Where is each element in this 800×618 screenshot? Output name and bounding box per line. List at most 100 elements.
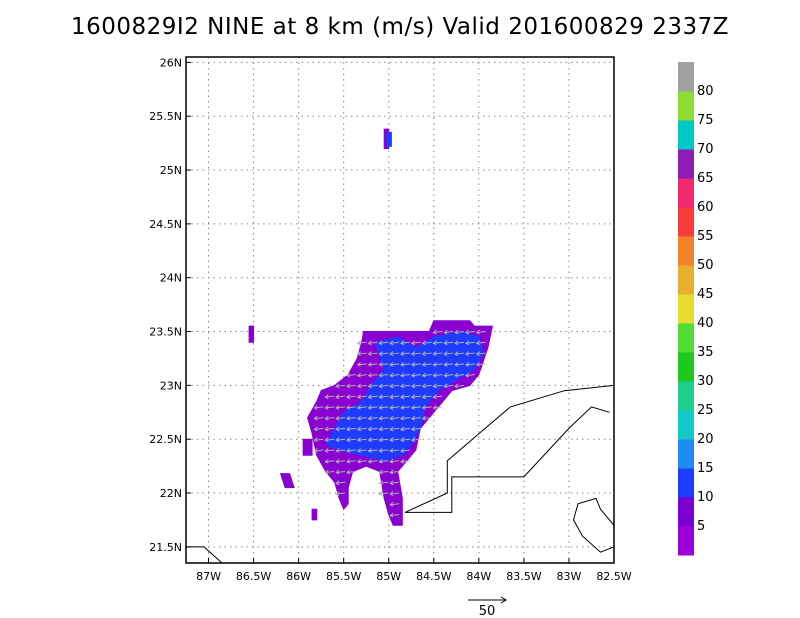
wind-vector — [368, 384, 378, 387]
coastline — [572, 497, 614, 553]
wind-vector-head — [400, 340, 405, 346]
wind-vector-head — [345, 458, 351, 464]
wind-vector — [357, 384, 367, 387]
y-tick-label: 24.5N — [149, 218, 182, 231]
wind-vector — [390, 374, 400, 377]
wind-vector — [346, 438, 356, 441]
y-tick-label: 25N — [160, 164, 182, 177]
wind-vector — [454, 363, 465, 366]
y-axis: 21.5N 22N 22.5N 23N 23.5N 24N 24.5N 25N 25.5N 26N — [149, 56, 191, 554]
wind-vector-head — [324, 458, 329, 464]
wind-vector — [368, 438, 378, 441]
wind-vector — [433, 341, 443, 344]
wind-vector-head — [356, 437, 362, 443]
wind-vector — [346, 427, 356, 430]
wind-vector-head — [432, 394, 437, 400]
wind-vector-head — [356, 351, 362, 357]
wind-vector-head — [421, 372, 426, 378]
wind-vector — [390, 417, 400, 420]
wind-vector-head — [378, 426, 383, 432]
wind-vector-head — [389, 394, 394, 400]
wind-vector-head — [367, 415, 372, 421]
wind-vector-head — [410, 361, 416, 367]
wind-vector-head — [400, 448, 405, 453]
wind-vector-head — [378, 340, 383, 346]
y-tick-label: 26N — [160, 56, 182, 69]
wind-vector — [368, 406, 378, 409]
wind-vector-head — [421, 394, 426, 400]
wind-vector-head — [313, 426, 318, 432]
wind-vector — [379, 384, 389, 387]
wind-vector — [314, 427, 324, 430]
wind-vector — [346, 460, 356, 463]
wind-vector-head — [454, 372, 459, 378]
wind-vector — [390, 460, 400, 463]
wind-vector-head — [378, 405, 383, 410]
wind-vector — [357, 341, 367, 344]
wind-vector — [454, 352, 465, 355]
x-tick-label: 87W — [196, 570, 221, 583]
wind-vector — [422, 363, 432, 366]
wind-vector — [336, 384, 346, 387]
wind-vector — [476, 341, 486, 344]
wind-vector-head — [335, 480, 340, 486]
wind-vector — [325, 417, 335, 420]
wind-vector — [422, 417, 432, 420]
wind-vector — [422, 406, 432, 409]
wind-vector — [444, 374, 454, 377]
wind-vector-head — [454, 340, 459, 346]
wind-vector — [357, 417, 367, 420]
x-tick-label: 85W — [376, 570, 401, 583]
coastline — [186, 546, 223, 563]
wind-region-5-10 — [279, 473, 295, 489]
wind-vector — [433, 406, 443, 409]
colorbar-segment — [678, 497, 694, 527]
wind-vector — [390, 406, 400, 409]
wind-vector — [476, 352, 486, 355]
wind-vector-head — [464, 351, 470, 357]
wind-vector — [454, 384, 465, 387]
wind-vector-head — [421, 351, 426, 357]
colorbar-segment — [678, 410, 694, 440]
wind-vector-head — [324, 394, 329, 400]
wind-vector — [357, 427, 367, 430]
wind-vector-head — [367, 426, 372, 432]
wind-vector — [314, 449, 324, 452]
wind-vector — [368, 417, 378, 420]
wind-vector — [379, 470, 389, 473]
wind-vector — [390, 384, 400, 387]
wind-vector — [400, 427, 411, 430]
wind-vector-head — [475, 329, 480, 335]
wind-vector-head — [410, 372, 416, 378]
wind-vector-head — [464, 361, 470, 367]
wind-vector-head — [464, 372, 470, 378]
wind-vector-head — [367, 372, 372, 378]
wind-vector-head — [410, 405, 416, 410]
wind-vector-head — [443, 372, 448, 378]
wind-vector-head — [378, 491, 383, 496]
wind-vector-head — [378, 383, 383, 389]
wind-vector — [433, 374, 443, 377]
plot-frame — [185, 56, 615, 564]
wind-vector-head — [367, 394, 372, 400]
reference-vector: 50 — [468, 596, 507, 618]
wind-vector — [400, 438, 411, 441]
colorbar-label: 25 — [697, 403, 714, 418]
wind-vector-head — [443, 351, 448, 357]
wind-vector-head — [335, 394, 340, 400]
wind-vector — [346, 374, 356, 377]
wind-vector — [368, 449, 378, 452]
wind-vector-head — [345, 426, 351, 432]
wind-vector — [357, 352, 367, 355]
wind-vector-head — [443, 383, 448, 389]
wind-vector — [411, 384, 421, 387]
y-tick-label: 22N — [160, 487, 182, 500]
wind-vector — [325, 406, 335, 409]
wind-vector-head — [475, 340, 480, 346]
wind-vector-head — [356, 426, 362, 432]
wind-vector-head — [335, 448, 340, 453]
wind-vector-head — [378, 372, 383, 378]
wind-vector-head — [389, 405, 394, 410]
wind-vector — [465, 341, 475, 344]
